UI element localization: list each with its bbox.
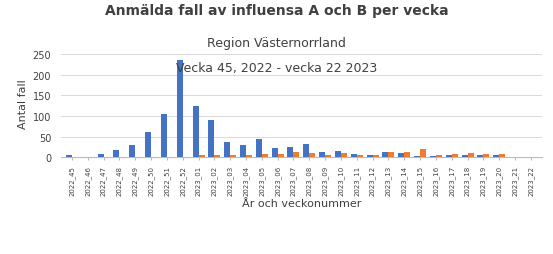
Bar [176,61,182,157]
Bar [192,106,199,157]
Bar [246,155,252,157]
Bar [388,153,394,157]
Bar [294,153,300,157]
Bar [483,154,489,157]
Bar [66,155,72,157]
Bar [420,149,426,157]
Bar [256,139,262,157]
Bar [357,155,363,157]
Bar [240,145,246,157]
Bar [398,153,404,157]
Bar [262,154,268,157]
Bar [199,155,205,157]
Bar [215,155,220,157]
Bar [309,153,315,157]
Bar [230,155,236,157]
Bar [499,154,505,157]
Bar [467,153,473,157]
Bar [161,114,167,157]
Bar [129,145,135,157]
Legend: Influensa A, Influensa B: Influensa A, Influensa B [218,250,385,254]
Bar [113,150,119,157]
Text: Vecka 45, 2022 - vecka 22 2023: Vecka 45, 2022 - vecka 22 2023 [176,62,377,75]
Bar [278,154,284,157]
Bar [341,153,347,157]
Bar [373,155,379,157]
Bar [477,155,483,157]
Bar [452,154,458,157]
Text: Region Västernorrland: Region Västernorrland [207,37,346,50]
Bar [404,153,410,157]
Bar [446,155,452,157]
Bar [272,148,278,157]
Bar [383,153,388,157]
Bar [303,144,309,157]
Bar [493,155,499,157]
Y-axis label: Antal fall: Antal fall [18,79,28,129]
Bar [97,154,103,157]
X-axis label: År och veckonummer: År och veckonummer [242,198,361,208]
Bar [351,154,357,157]
Bar [335,151,341,157]
Bar [436,155,442,157]
Bar [367,155,373,157]
Bar [224,142,230,157]
Bar [208,121,215,157]
Bar [145,132,151,157]
Text: Anmälda fall av influensa A och B per vecka: Anmälda fall av influensa A och B per ve… [105,4,448,18]
Bar [325,155,331,157]
Bar [288,147,294,157]
Bar [462,155,467,157]
Bar [319,153,325,157]
